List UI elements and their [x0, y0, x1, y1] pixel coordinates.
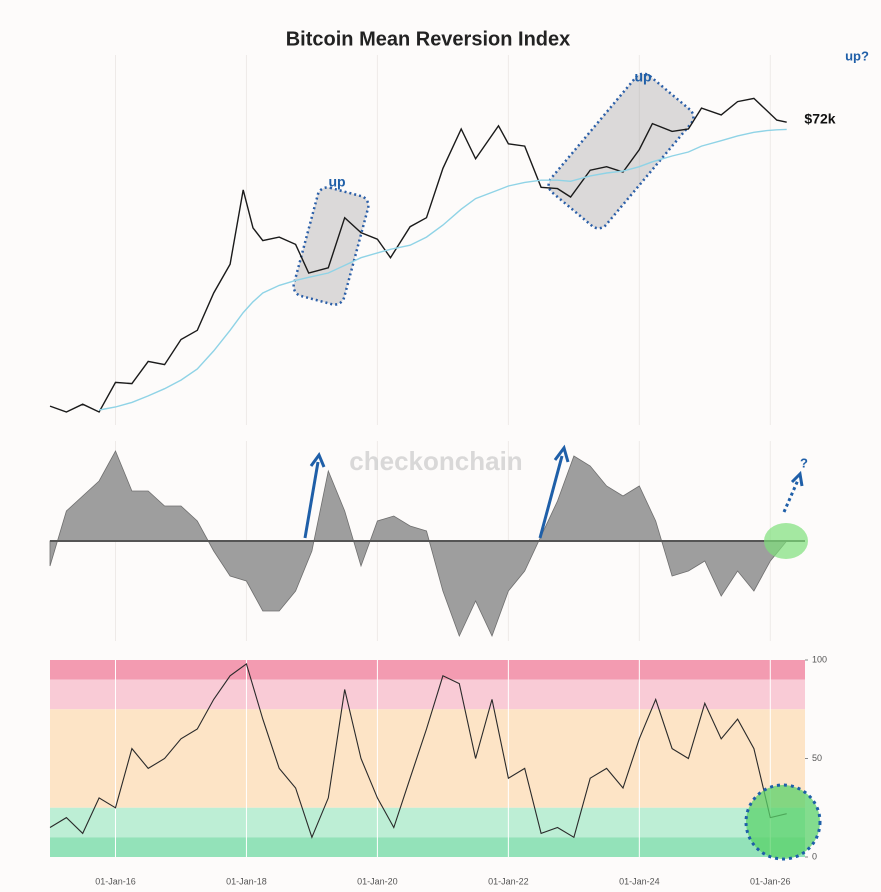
chart-title: Bitcoin Mean Reversion Index — [286, 28, 571, 50]
highlight-box — [292, 186, 370, 306]
annotation: $72k — [804, 111, 835, 127]
band — [50, 807, 805, 838]
x-tick-label: 01-Jan-20 — [357, 876, 398, 886]
annotation: up — [634, 69, 651, 85]
highlight-circle — [764, 523, 808, 559]
annotation: up — [328, 174, 345, 190]
data-line — [98, 128, 787, 411]
x-tick-label: 01-Jan-22 — [488, 876, 529, 886]
annotation: ? — [800, 455, 808, 470]
y-tick-label: 50 — [812, 753, 822, 763]
annotation: up? — [845, 48, 869, 63]
band — [50, 837, 805, 857]
arrow-head — [309, 451, 326, 468]
x-tick-label: 01-Jan-18 — [226, 876, 267, 886]
watermark: checkonchain — [349, 446, 522, 476]
data-line — [49, 97, 787, 413]
band — [50, 679, 805, 710]
arrow — [538, 455, 564, 539]
bands — [50, 660, 805, 857]
arrow — [782, 479, 800, 513]
y-tick-label: 100 — [812, 654, 827, 664]
highlight-circle — [744, 783, 822, 861]
highlight-box — [547, 72, 695, 230]
arrow-head — [553, 444, 570, 463]
x-tick-label: 01-Jan-24 — [619, 876, 660, 886]
x-tick-label: 01-Jan-16 — [95, 876, 136, 886]
data-line — [49, 662, 787, 839]
arrow-head — [790, 470, 804, 487]
oscillator-area — [49, 450, 788, 638]
y-tick-label: 0 — [812, 851, 817, 861]
x-tick-label: 01-Jan-26 — [750, 876, 791, 886]
arrow — [303, 461, 320, 539]
arrows — [303, 444, 804, 539]
band — [50, 660, 805, 680]
